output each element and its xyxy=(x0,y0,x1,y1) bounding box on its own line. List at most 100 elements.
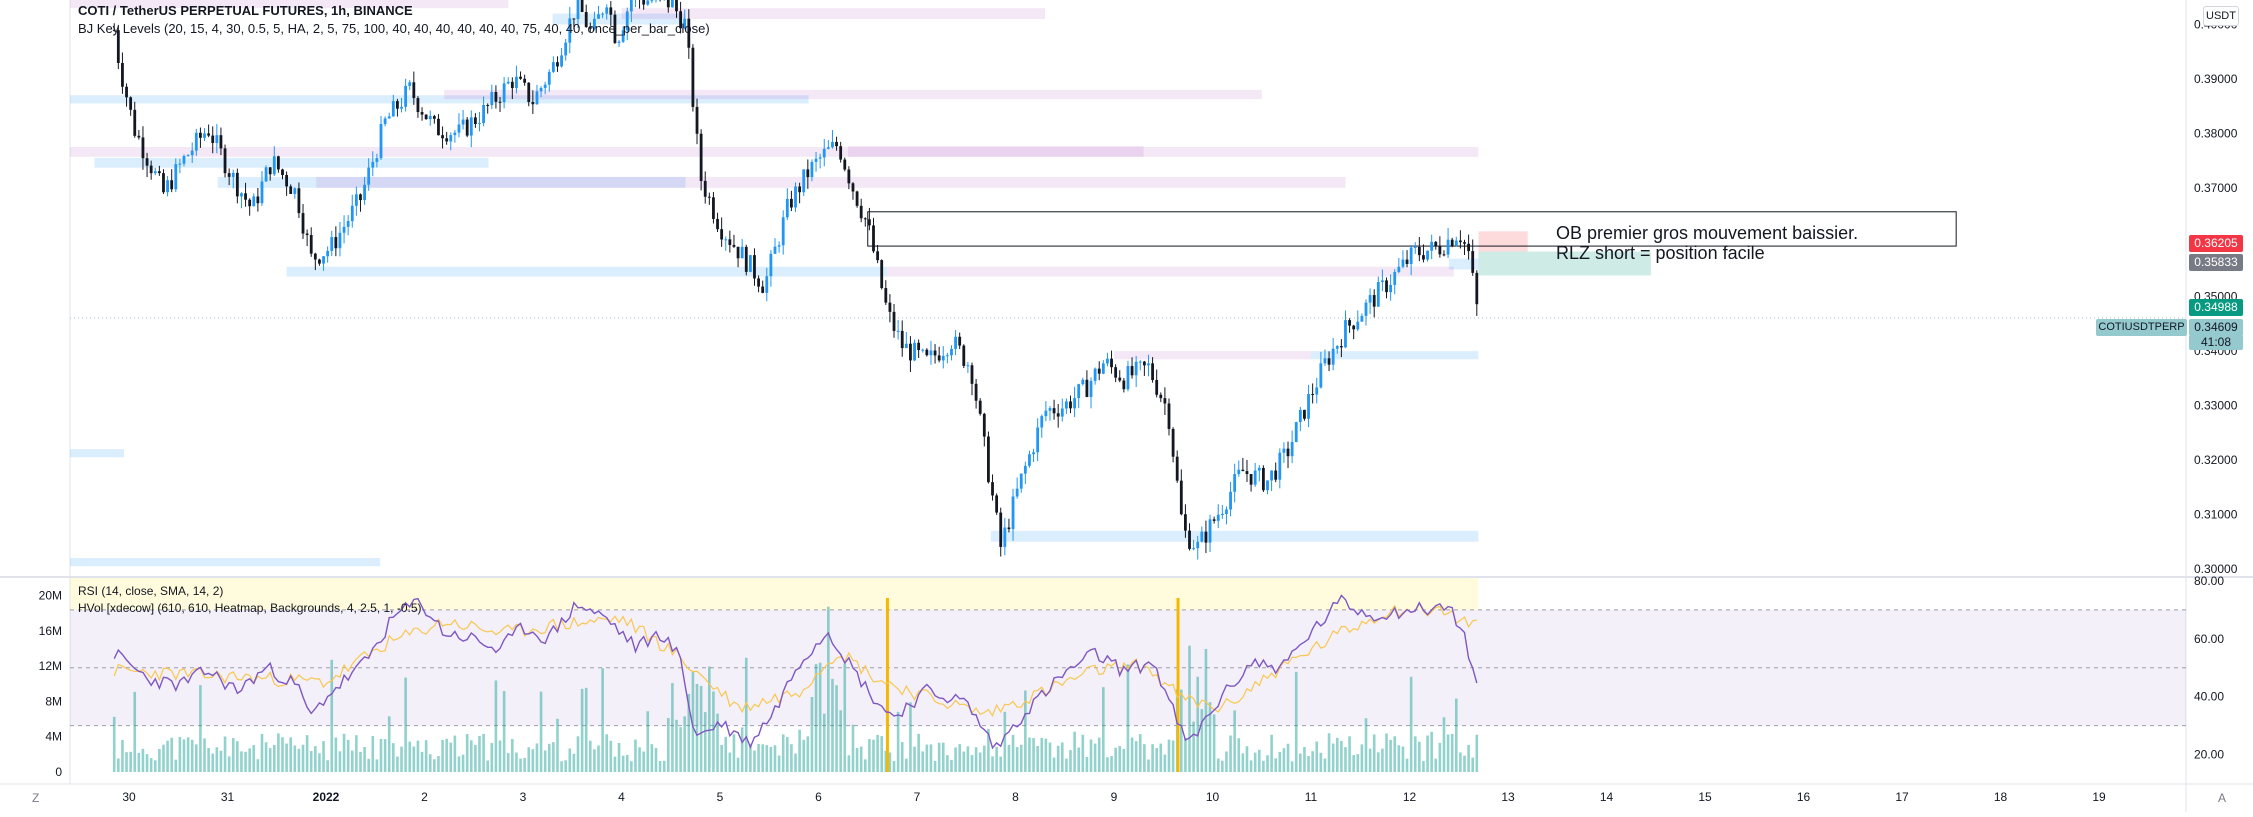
volume-bar xyxy=(802,740,805,772)
candle xyxy=(1475,273,1478,304)
volume-bar xyxy=(216,747,219,772)
candle xyxy=(856,191,859,205)
candle xyxy=(199,133,202,138)
candle xyxy=(1090,381,1093,397)
candle xyxy=(1196,542,1199,548)
volume-bar xyxy=(1410,677,1413,772)
candle xyxy=(552,62,555,72)
volume-bar xyxy=(351,751,354,772)
timezone-corner[interactable]: Z xyxy=(32,791,39,805)
candle xyxy=(162,173,165,192)
candle xyxy=(761,287,764,293)
candle xyxy=(1303,410,1306,419)
volume-bar xyxy=(1402,747,1405,772)
support-zone-4 xyxy=(991,531,1479,542)
price-tick: 0.38000 xyxy=(2194,126,2238,140)
volume-bar xyxy=(1377,752,1380,772)
volume-bar xyxy=(1036,746,1039,772)
candle xyxy=(1040,416,1043,427)
volume-bar xyxy=(1459,752,1462,772)
indicator-legend[interactable]: BJ Key Levels (20, 15, 4, 30, 0.5, 5, HA… xyxy=(78,21,710,36)
candle xyxy=(1426,251,1429,260)
volume-bar xyxy=(470,740,473,772)
candle xyxy=(1024,466,1027,474)
candle xyxy=(753,255,756,278)
candle xyxy=(1254,471,1257,485)
candle xyxy=(1418,247,1421,255)
volume-bar xyxy=(983,746,986,772)
candle xyxy=(1455,241,1458,246)
volume-bar xyxy=(1184,738,1187,772)
candle xyxy=(495,92,498,102)
volume-bar xyxy=(449,743,452,772)
candle xyxy=(983,414,986,437)
candle xyxy=(925,350,928,355)
volume-bar xyxy=(1221,761,1224,772)
volume-bar xyxy=(671,683,674,772)
candle xyxy=(1274,471,1277,480)
volume-bar xyxy=(696,684,699,772)
volume-bar xyxy=(339,751,342,772)
volume-bar xyxy=(1028,737,1031,772)
volume-bar xyxy=(289,737,292,772)
candle xyxy=(1356,322,1359,330)
rsi-legend[interactable]: RSI (14, close, SMA, 14, 2) xyxy=(78,584,223,598)
candle xyxy=(958,337,961,346)
candle xyxy=(700,134,703,181)
candle xyxy=(421,112,424,115)
candle xyxy=(1016,489,1019,497)
volume-bar xyxy=(1114,748,1117,772)
candle xyxy=(745,247,748,272)
candle xyxy=(1237,470,1240,474)
candle xyxy=(236,173,239,197)
volume-bar xyxy=(778,756,781,772)
volume-bar xyxy=(745,658,748,772)
candle xyxy=(1094,369,1097,381)
candle xyxy=(1003,528,1006,547)
candle xyxy=(917,343,920,350)
volume-bar xyxy=(179,737,182,772)
volume-bar xyxy=(651,744,654,772)
auto-scale-corner[interactable]: A xyxy=(2218,791,2226,805)
volume-bar xyxy=(581,689,584,772)
candle xyxy=(1443,254,1446,255)
candle xyxy=(1336,346,1339,349)
volume-bar xyxy=(1131,737,1134,772)
volume-tick: 16M xyxy=(39,624,62,638)
volume-bar xyxy=(1471,758,1474,772)
volume-bar xyxy=(417,741,420,772)
candle xyxy=(158,171,161,173)
volume-bar xyxy=(655,748,658,772)
volume-bar xyxy=(946,755,949,772)
volume-bar xyxy=(335,738,338,772)
volume-bar xyxy=(1324,759,1327,772)
volume-bar xyxy=(1123,749,1126,772)
volume-bar xyxy=(322,741,325,772)
volume-bar xyxy=(1250,760,1253,772)
price-badge-high: 0.36205 xyxy=(2189,235,2243,252)
candle xyxy=(995,495,998,512)
candle xyxy=(671,0,674,7)
currency-selector[interactable]: USDT xyxy=(2203,6,2239,26)
volume-bar xyxy=(905,759,908,772)
candle xyxy=(1397,267,1400,272)
candle xyxy=(790,199,793,208)
candle xyxy=(868,219,871,225)
candle xyxy=(1020,474,1023,489)
candle xyxy=(400,107,403,109)
candle xyxy=(1180,481,1183,515)
volume-bar xyxy=(1258,750,1261,772)
candle xyxy=(1389,285,1392,292)
volume-bar xyxy=(1303,747,1306,772)
support-zone-7 xyxy=(70,449,124,457)
candle xyxy=(1086,380,1089,397)
volume-bar xyxy=(560,761,563,772)
candle xyxy=(642,0,645,5)
volume-bar xyxy=(1422,761,1425,772)
hvol-legend[interactable]: HVol [xdecow] (610, 610, Heatmap, Backgr… xyxy=(78,601,422,615)
candle xyxy=(1287,449,1290,457)
candle xyxy=(728,239,731,245)
volume-bar xyxy=(1225,751,1228,772)
